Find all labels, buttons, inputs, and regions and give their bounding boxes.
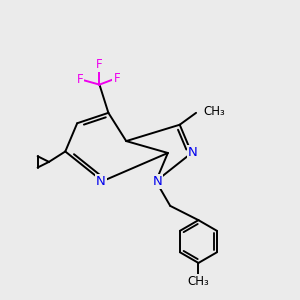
Text: CH₃: CH₃ xyxy=(203,105,225,118)
Text: F: F xyxy=(96,58,103,71)
Text: F: F xyxy=(77,73,83,86)
Text: N: N xyxy=(96,175,106,188)
Text: N: N xyxy=(188,146,198,160)
Text: F: F xyxy=(113,72,120,85)
Text: CH₃: CH₃ xyxy=(188,275,209,288)
Text: N: N xyxy=(153,175,162,188)
